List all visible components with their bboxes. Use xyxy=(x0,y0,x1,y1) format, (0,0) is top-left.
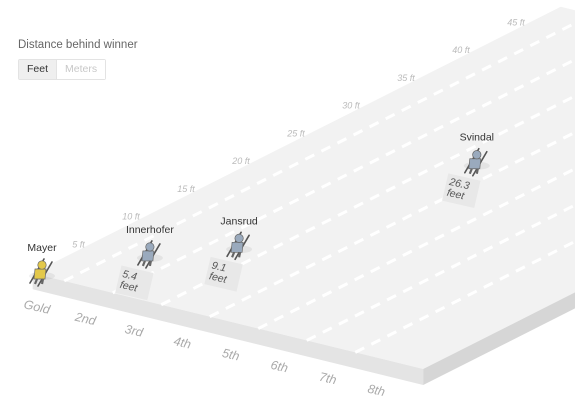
skier-body xyxy=(468,158,482,170)
skier-leg xyxy=(33,278,39,285)
lane-label: 3rd xyxy=(124,322,146,340)
skier-leg xyxy=(238,252,242,258)
skier-body xyxy=(33,268,47,280)
skier-leg xyxy=(141,260,146,267)
unit-toggle: Feet Meters xyxy=(18,59,107,80)
platform-side xyxy=(423,292,575,385)
lane-divider xyxy=(112,57,575,295)
lane-label: 5th xyxy=(221,346,241,364)
skier-head xyxy=(145,242,155,252)
skier-leg xyxy=(475,168,479,174)
y-tick-label: 30 ft xyxy=(342,101,360,111)
unit-feet-button[interactable]: Feet xyxy=(19,60,57,79)
y-tick-label: 5 ft xyxy=(72,239,85,249)
value-label: 5.4 xyxy=(121,268,138,283)
y-tick-label: 40 ft xyxy=(452,45,470,55)
skier-name-label: Jansrud xyxy=(220,215,258,227)
unit-meters-button[interactable]: Meters xyxy=(56,60,106,79)
lane-divider xyxy=(354,239,575,354)
lane-label: Gold xyxy=(22,297,52,317)
y-tick-label: 10 ft xyxy=(122,212,140,222)
y-tick-label: 20 ft xyxy=(231,156,250,166)
skier-name-label: Mayer xyxy=(27,242,57,254)
lane-label: 2nd xyxy=(73,310,98,329)
y-tick-label: 35 ft xyxy=(397,73,415,83)
platform-top xyxy=(32,6,575,369)
skiers: MayerInnerhofer5.4feetJansrud9.1feetSvin… xyxy=(27,132,494,301)
value-label: 9.1 xyxy=(210,260,227,275)
skier-mayer: Mayer xyxy=(27,242,57,287)
skier-head xyxy=(472,150,482,160)
platform-front xyxy=(32,273,424,385)
y-tick-label: 25 ft xyxy=(286,128,305,138)
lane-labels: Gold 2nd 3rd 4th 5th 6th 7th 8th xyxy=(22,297,386,399)
lane-divider xyxy=(306,203,575,342)
lane-divider xyxy=(257,167,575,330)
value-unit-label: feet xyxy=(446,187,467,203)
value-tag-bg xyxy=(115,265,154,301)
value-tag-bg xyxy=(442,173,481,209)
lane-label: 6th xyxy=(269,358,289,376)
y-tick-label: 45 ft xyxy=(507,17,525,27)
skier-leg xyxy=(468,168,473,175)
chart-control-title: Distance behind winner xyxy=(18,39,138,51)
skier-name-label: Svindal xyxy=(460,132,494,144)
skier-leg xyxy=(148,260,152,267)
lane-label: 7th xyxy=(318,370,338,388)
lane-label: 8th xyxy=(366,382,386,400)
skier-leg xyxy=(40,278,45,285)
skier-body xyxy=(230,241,244,253)
y-tick-label: 15 ft xyxy=(177,184,195,194)
skier-head xyxy=(37,260,47,270)
lane-divider xyxy=(63,21,575,283)
skier-name-label: Innerhofer xyxy=(126,224,174,236)
value-unit-label: feet xyxy=(119,279,140,295)
value-tag-bg xyxy=(204,256,243,292)
skier-leg xyxy=(231,251,236,258)
skier-head xyxy=(234,233,244,243)
skier-body xyxy=(141,250,155,262)
y-axis-ticks: 5 ft 10 ft 15 ft 20 ft 25 ft 30 ft 35 ft 40 ft 4… xyxy=(72,17,525,249)
value-unit-label: feet xyxy=(208,270,229,286)
platform xyxy=(32,6,575,385)
lane-divider xyxy=(160,94,575,307)
lane-label: 4th xyxy=(172,334,192,352)
value-label: 26.3 xyxy=(447,176,471,193)
